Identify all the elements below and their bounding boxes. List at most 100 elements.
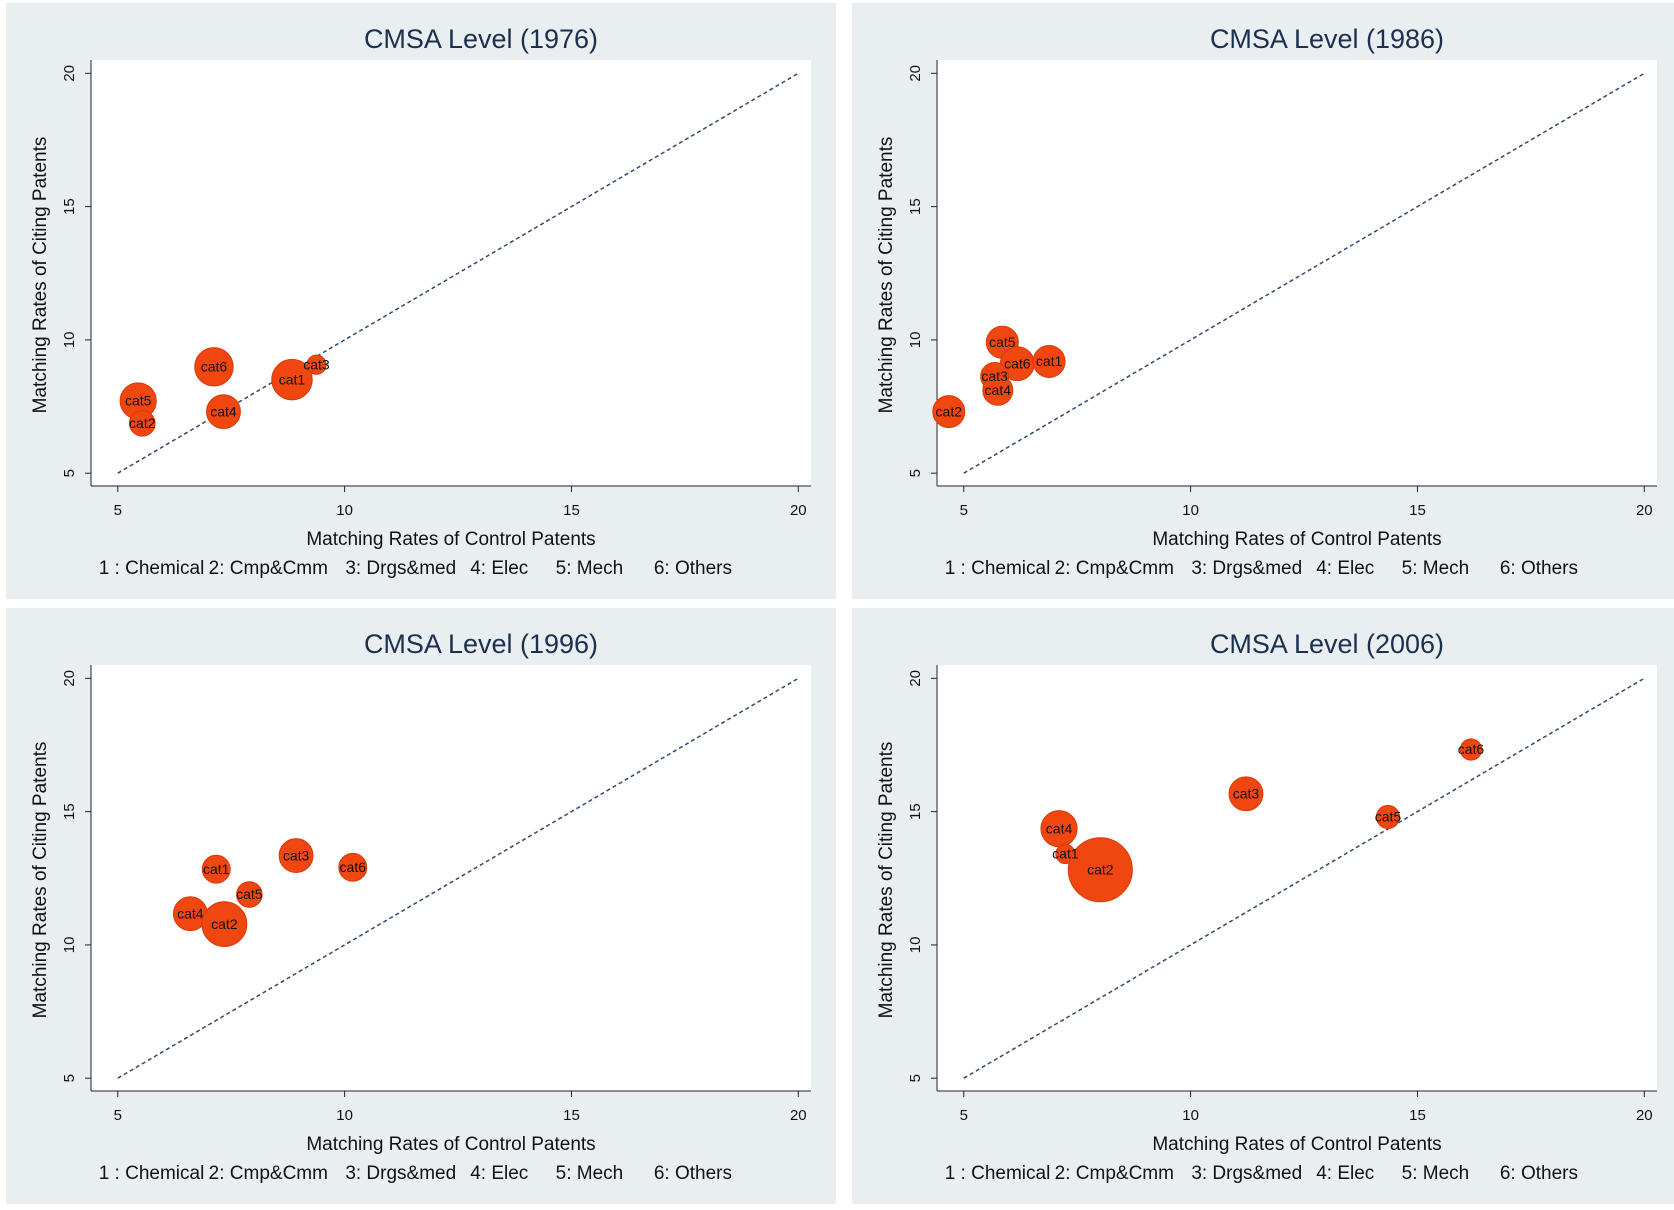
x-tick-label: 20 (1636, 1107, 1653, 1124)
y-tick-label: 5 (61, 469, 78, 477)
bubble-label: cat3 (283, 847, 310, 863)
category-key: 1 : Chemical (945, 1163, 1051, 1184)
bubble-label: cat4 (210, 403, 237, 419)
y-tick-label: 15 (61, 803, 78, 820)
category-key: 6: Others (1500, 558, 1578, 579)
bubble (1375, 804, 1401, 829)
category-key: 5: Mech (1402, 558, 1470, 579)
y-axis-label: Matching Rates of Citing Patents (876, 137, 897, 414)
bubble-label: cat3 (981, 368, 1008, 384)
bubble-label: cat1 (1036, 353, 1063, 369)
category-key: 4: Elec (1316, 1163, 1374, 1184)
y-tick-label: 5 (907, 469, 924, 477)
bubble-label: cat3 (303, 356, 330, 372)
plot-area (91, 60, 811, 486)
panel: CMSA Level (2006) 5 10 15 20 5 10 15 20 cat6 cat3 c… (852, 608, 1674, 1204)
y-tick-label: 15 (61, 198, 78, 215)
bubble (278, 838, 314, 874)
bubble (982, 374, 1014, 406)
x-tick-label: 5 (960, 502, 968, 519)
bubble-label: cat6 (340, 859, 367, 875)
bubble (201, 854, 231, 884)
plot-area (937, 60, 1657, 486)
bubble (1067, 837, 1133, 903)
plot-area (937, 665, 1657, 1091)
bubble-label: cat6 (1458, 741, 1485, 757)
reference-line (117, 677, 799, 1079)
y-tick-label: 20 (61, 65, 78, 82)
y-tick-label: 5 (61, 1074, 78, 1082)
bubble (206, 394, 241, 430)
x-tick-label: 5 (114, 1107, 122, 1124)
x-tick-label: 15 (563, 1107, 580, 1124)
category-key: 1 : Chemical (945, 558, 1051, 579)
bubble-label: cat1 (279, 371, 306, 387)
bubble (306, 354, 327, 375)
bubble-label: cat1 (1052, 846, 1079, 862)
x-tick-label: 20 (790, 1107, 807, 1124)
y-tick-label: 20 (61, 670, 78, 687)
x-axis-label: Matching Rates of Control Patents (306, 1134, 595, 1155)
x-tick-label: 10 (1182, 1107, 1199, 1124)
category-key: 5: Mech (556, 1163, 624, 1184)
bubble (1032, 345, 1066, 379)
chart-title: CMSA Level (1996) (364, 629, 598, 659)
bubble (128, 410, 156, 437)
x-tick-label: 10 (336, 1107, 353, 1124)
bubble-label: cat5 (236, 886, 263, 902)
x-tick-label: 15 (1409, 502, 1426, 519)
bubble-label: cat5 (1375, 809, 1402, 825)
chart-title: CMSA Level (1976) (364, 24, 598, 54)
category-key: 2: Cmp&Cmm (1055, 558, 1174, 579)
x-axis-label: Matching Rates of Control Patents (1152, 1134, 1441, 1155)
y-axis-label: Matching Rates of Citing Patents (30, 742, 51, 1019)
y-tick-label: 15 (907, 198, 924, 215)
category-key: 4: Elec (1316, 558, 1374, 579)
bubble (1228, 776, 1264, 812)
category-key: 2: Cmp&Cmm (209, 558, 328, 579)
y-tick-label: 10 (907, 937, 924, 954)
category-key: 6: Others (654, 1163, 732, 1184)
category-key: 6: Others (654, 558, 732, 579)
y-tick-label: 10 (61, 332, 78, 349)
category-key: 5: Mech (1402, 1163, 1470, 1184)
category-key: 6: Others (1500, 1163, 1578, 1184)
bubble-label: cat4 (985, 382, 1012, 398)
panel: CMSA Level (1996) 5 10 15 20 5 10 15 20 cat1 cat3 c… (6, 608, 836, 1204)
category-key: 1 : Chemical (99, 1163, 205, 1184)
y-axis-label: Matching Rates of Citing Patents (876, 742, 897, 1019)
chart-title: CMSA Level (1986) (1210, 24, 1444, 54)
reference-line (963, 72, 1645, 474)
chart-title: CMSA Level (2006) (1210, 629, 1444, 659)
bubble (194, 347, 234, 387)
bubble (338, 852, 368, 882)
x-tick-label: 15 (1409, 1107, 1426, 1124)
bubble-label: cat5 (125, 393, 152, 409)
x-tick-label: 5 (114, 502, 122, 519)
bubble (271, 358, 313, 401)
bubble-label: cat5 (989, 334, 1016, 350)
bubble (236, 881, 263, 908)
x-tick-label: 10 (336, 502, 353, 519)
reference-line (963, 677, 1645, 1079)
y-tick-label: 20 (907, 670, 924, 687)
category-key: 3: Drgs&med (1191, 558, 1302, 579)
bubble-label: cat6 (201, 359, 228, 375)
category-key: 3: Drgs&med (345, 558, 456, 579)
y-tick-label: 20 (907, 65, 924, 82)
x-tick-label: 10 (1182, 502, 1199, 519)
bubble-label: cat4 (177, 905, 204, 921)
x-tick-label: 15 (563, 502, 580, 519)
bubble-label: cat3 (1233, 785, 1260, 801)
y-tick-label: 10 (61, 937, 78, 954)
panel: CMSA Level (1976) 5 10 15 20 5 10 15 20 cat5 cat2 c… (6, 3, 836, 599)
bubble (201, 901, 248, 948)
y-axis-label: Matching Rates of Citing Patents (30, 137, 51, 414)
category-key: 2: Cmp&Cmm (209, 1163, 328, 1184)
bubble-label: cat2 (936, 403, 963, 419)
plot-area (91, 665, 811, 1091)
bubble-label: cat4 (1046, 820, 1073, 836)
bubble (1459, 738, 1483, 761)
